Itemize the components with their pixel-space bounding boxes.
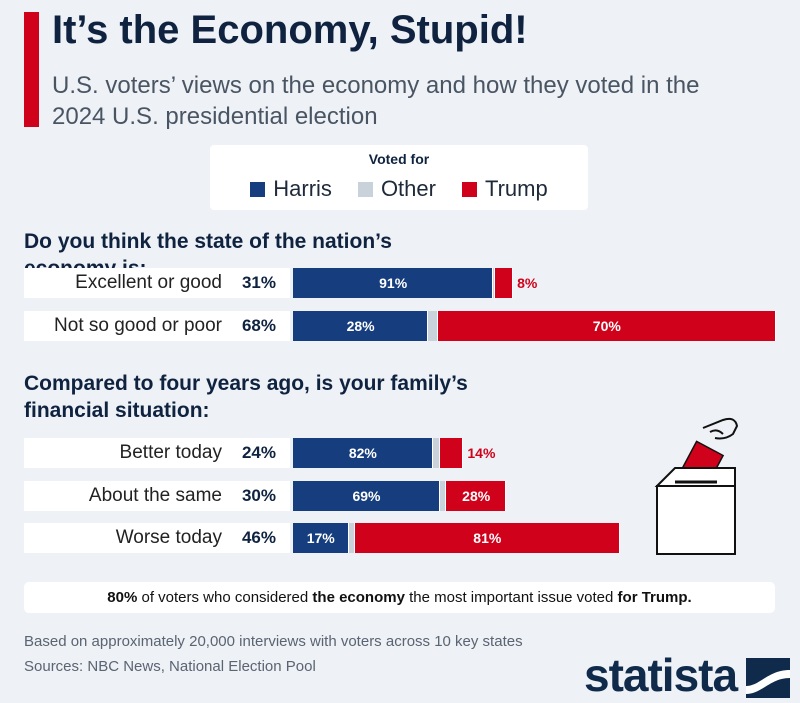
category-label: About the same [88, 484, 222, 506]
category-label: Worse today [115, 527, 222, 548]
bar-segment [293, 480, 440, 511]
bar-segment [293, 268, 494, 298]
legend-label: Trump [484, 176, 548, 201]
value-label: 70% [592, 317, 621, 334]
legend-label: Other [380, 176, 436, 201]
legend-item: Other [357, 176, 436, 202]
legend-swatch [461, 181, 477, 197]
row-label-box: Not so good or poor 68% [24, 310, 290, 341]
row-label-box: About the same 30% [24, 480, 290, 511]
callout: 80% of voters who considered the economy… [24, 582, 775, 613]
callout-bold: for Trump. [617, 589, 692, 606]
value-label: 69% [352, 487, 381, 504]
row-label-box: Better today 24% [24, 438, 290, 468]
source: Sources: NBC News, National Election Poo… [24, 658, 316, 675]
legend-swatch [357, 181, 373, 197]
bar-segment [348, 523, 356, 553]
callout-bold: 80% [107, 589, 138, 606]
title: It’s the Economy, Stupid! [52, 8, 528, 52]
bar-segment [355, 523, 620, 553]
bar-segment [446, 480, 506, 511]
logo: statista [584, 649, 738, 701]
subtitle: U.S. voters’ views on the economy and ho… [52, 72, 700, 130]
category-label: Not so good or poor [54, 314, 222, 336]
row-label-box: Worse today 46% [24, 523, 290, 553]
legend-title: Voted for [368, 151, 430, 167]
value-label: 17% [306, 530, 335, 546]
row-label-box: Excellent or good 31% [24, 268, 290, 298]
legend-item: Trump [461, 176, 548, 202]
note: Based on approximately 20,000 interviews… [24, 633, 523, 650]
category-label: Excellent or good [75, 272, 222, 293]
logo-icon [746, 658, 790, 698]
ballot-box-icon [654, 417, 739, 555]
callout-text: of voters who considered [137, 589, 313, 606]
bar-segment [293, 523, 349, 553]
bar-segment [439, 480, 447, 511]
bar-segment [495, 268, 514, 298]
share-label: 30% [241, 485, 276, 505]
section-title: Compared to four years ago, is your fami… [24, 372, 468, 422]
bar-segment [432, 438, 440, 468]
share-label: 46% [241, 528, 276, 547]
legend: Voted for Harris Other Trump [210, 145, 588, 210]
bar-segment [493, 268, 496, 298]
callout-text: the most important issue voted [404, 589, 618, 606]
callout-bold: the economy [312, 589, 405, 606]
value-label: 8% [517, 275, 538, 291]
bar-segment [293, 438, 433, 468]
value-label: 28% [346, 317, 375, 334]
bar-segment [293, 310, 429, 341]
value-label: 81% [473, 530, 502, 546]
share-label: 68% [241, 315, 276, 335]
legend-swatch [250, 181, 266, 197]
legend-label: Harris [273, 176, 332, 201]
bar-segment [439, 438, 464, 468]
value-label: 14% [467, 445, 496, 461]
legend-item: Harris [250, 176, 332, 202]
bar-segment [437, 310, 776, 341]
category-label: Better today [119, 442, 222, 463]
value-label: 82% [348, 445, 377, 461]
share-label: 31% [241, 273, 276, 292]
value-label: 28% [462, 487, 491, 504]
accent-bar [24, 12, 39, 127]
share-label: 24% [241, 443, 276, 462]
value-label: 91% [379, 275, 408, 291]
legend-items: Harris Other Trump [210, 176, 588, 202]
bar-segment [428, 310, 438, 341]
